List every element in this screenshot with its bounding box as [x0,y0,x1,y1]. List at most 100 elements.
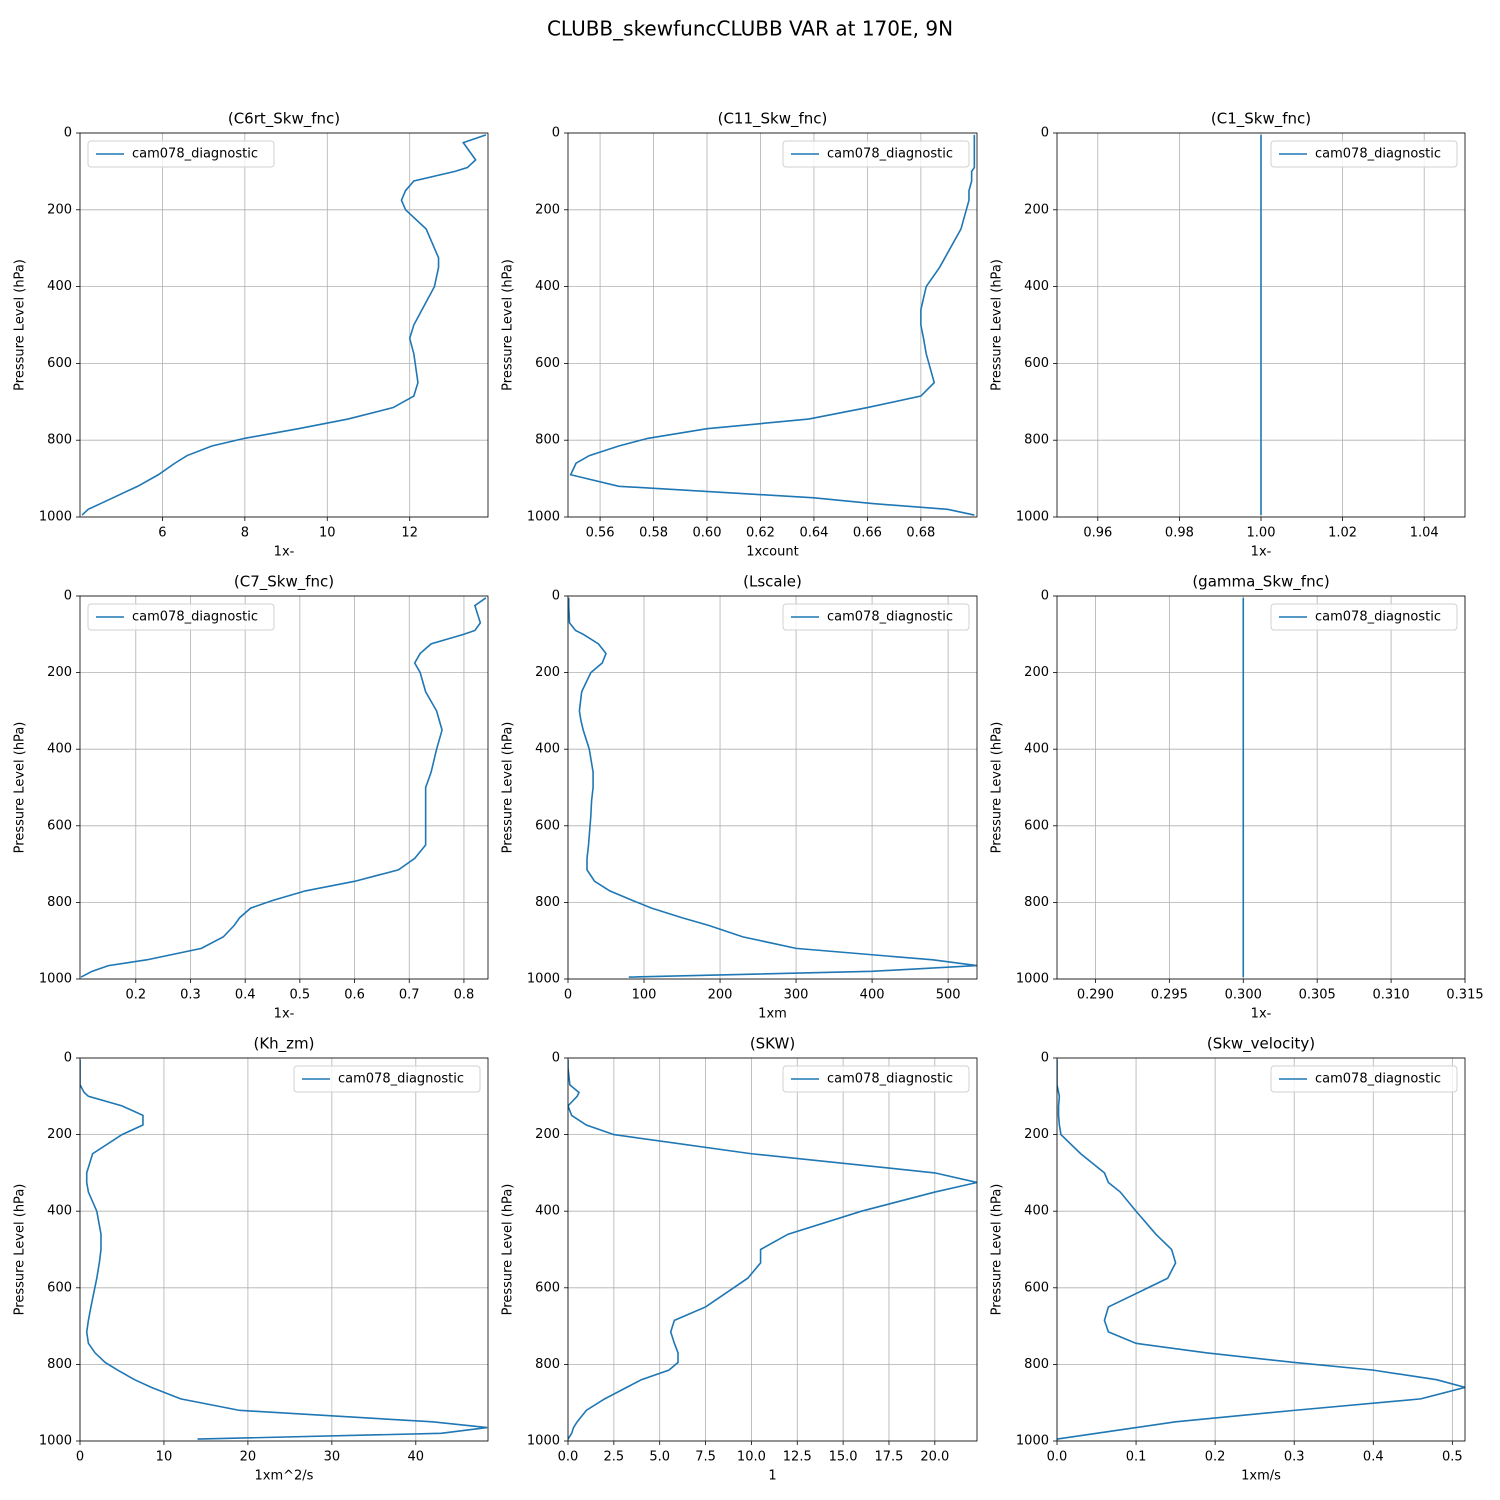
y-tick-label: 200 [1024,1127,1049,1142]
x-tick-label: 12 [401,526,418,541]
x-tick-label: 0.6 [344,988,365,1003]
x-tick-label: 1.02 [1328,526,1357,541]
y-axis-label: Pressure Level (hPa) [990,1184,1005,1316]
axes-frame [79,1057,489,1442]
y-tick-label: 1000 [1016,510,1049,525]
legend-box [87,603,275,631]
y-axis-label: Pressure Level (hPa) [501,259,516,391]
x-tick-label: 5.0 [649,1450,670,1465]
x-tick-label: 10.0 [737,1450,766,1465]
y-tick-label: 600 [535,818,560,833]
legend-label: cam078_diagnostic [1315,610,1441,625]
legend-label: cam078_diagnostic [132,610,258,625]
x-tick-label: 0.4 [1363,1450,1384,1465]
x-tick-label: 500 [936,988,961,1003]
y-tick-label: 800 [47,433,72,448]
y-tick-label: 0 [1041,589,1049,604]
x-axis-label: 1 [768,1469,776,1484]
legend: cam078_diagnostic [293,1065,481,1093]
y-tick-label: 800 [535,1357,560,1372]
y-tick-label: 600 [1024,356,1049,371]
x-tick-label: 0.7 [399,988,420,1003]
x-axis-label: 1x- [274,1007,295,1022]
x-tick-label: 0.3 [1284,1450,1305,1465]
subplot: 6 8 10 12 0 200 400 600 800 1000 (C6rt_Skw_fnc) 1x-… [13,110,489,560]
legend: cam078_diagnostic [782,140,970,168]
legend-box [1270,140,1458,168]
subplot: 0.290 0.295 0.300 0.305 0.310 0.315 0 200 400 600… [990,573,1484,1022]
y-tick-label: 400 [1024,742,1049,757]
y-axis-label: Pressure Level (hPa) [13,1184,28,1316]
x-tick-label: 100 [632,988,657,1003]
data-line [1057,1059,1465,1440]
x-tick-label: 7.5 [695,1450,716,1465]
y-tick-label: 0 [1041,1051,1049,1066]
legend-label: cam078_diagnostic [827,147,953,162]
y-tick-label: 400 [47,742,72,757]
subplot: 0.56 0.58 0.60 0.62 0.64 0.66 0.68 0 200 400 600 80… [501,110,978,560]
x-tick-label: 300 [784,988,809,1003]
x-tick-label: 0.68 [906,526,935,541]
x-tick-label: 0.2 [125,988,146,1003]
y-tick-label: 200 [535,202,560,217]
subplot: 0.96 0.98 1.00 1.02 1.04 0 200 400 600 800 1000 (C1… [990,110,1466,560]
y-tick-label: 1000 [39,972,72,987]
x-tick-label: 0.310 [1372,988,1409,1003]
y-tick-label: 600 [535,1280,560,1295]
x-tick-label: 400 [860,988,885,1003]
y-tick-label: 800 [47,1357,72,1372]
y-tick-label: 800 [535,433,560,448]
x-axis-label: 1xm [758,1007,787,1022]
subplot-title: (C1_Skw_fnc) [1211,110,1311,129]
x-tick-label: 8 [241,526,249,541]
x-axis-label: 1x- [1251,545,1272,560]
y-tick-label: 600 [1024,818,1049,833]
y-tick-label: 600 [1024,1280,1049,1295]
subplot-title: (SKW) [750,1035,795,1053]
legend-box [87,140,275,168]
y-tick-label: 800 [1024,433,1049,448]
legend-label: cam078_diagnostic [1315,147,1441,162]
x-axis-label: 1x- [274,545,295,560]
subplot-title: (gamma_Skw_fnc) [1192,573,1329,592]
x-tick-label: 0.56 [586,526,615,541]
x-tick-label: 2.5 [604,1450,625,1465]
x-tick-label: 15.0 [829,1450,858,1465]
x-tick-label: 0.1 [1126,1450,1147,1465]
legend: cam078_diagnostic [782,1065,970,1093]
y-tick-label: 400 [47,1204,72,1219]
axes-frame [1056,1057,1466,1442]
legend-label: cam078_diagnostic [132,147,258,162]
subplot: 0.0 0.1 0.2 0.3 0.4 0.5 0 200 400 600 800 1000 (Skw_… [990,1035,1466,1484]
y-tick-label: 800 [1024,1357,1049,1372]
x-tick-label: 0.60 [693,526,722,541]
x-tick-label: 1.04 [1410,526,1439,541]
x-tick-label: 0.62 [746,526,775,541]
x-tick-label: 0.5 [290,988,311,1003]
x-tick-label: 0.96 [1083,526,1112,541]
y-tick-label: 0 [552,589,560,604]
x-tick-label: 0 [76,1450,84,1465]
y-tick-label: 0 [1041,126,1049,141]
y-tick-label: 400 [1024,1204,1049,1219]
y-tick-label: 800 [535,895,560,910]
x-axis-label: 1xm/s [1241,1469,1281,1484]
y-tick-label: 0 [552,126,560,141]
y-axis-label: Pressure Level (hPa) [501,722,516,854]
y-tick-label: 400 [535,742,560,757]
data-line [81,134,487,516]
y-axis-label: Pressure Level (hPa) [13,259,28,391]
legend-box [1270,603,1458,631]
y-tick-label: 800 [47,895,72,910]
subplot-title: (C6rt_Skw_fnc) [228,110,340,129]
subplot-title: (C7_Skw_fnc) [234,573,334,592]
legend: cam078_diagnostic [1270,140,1458,168]
y-tick-label: 1000 [1016,1434,1049,1449]
y-tick-label: 400 [1024,279,1049,294]
y-tick-label: 200 [1024,202,1049,217]
x-tick-label: 0.0 [558,1450,579,1465]
legend-box [782,603,970,631]
x-tick-label: 0.300 [1225,988,1262,1003]
